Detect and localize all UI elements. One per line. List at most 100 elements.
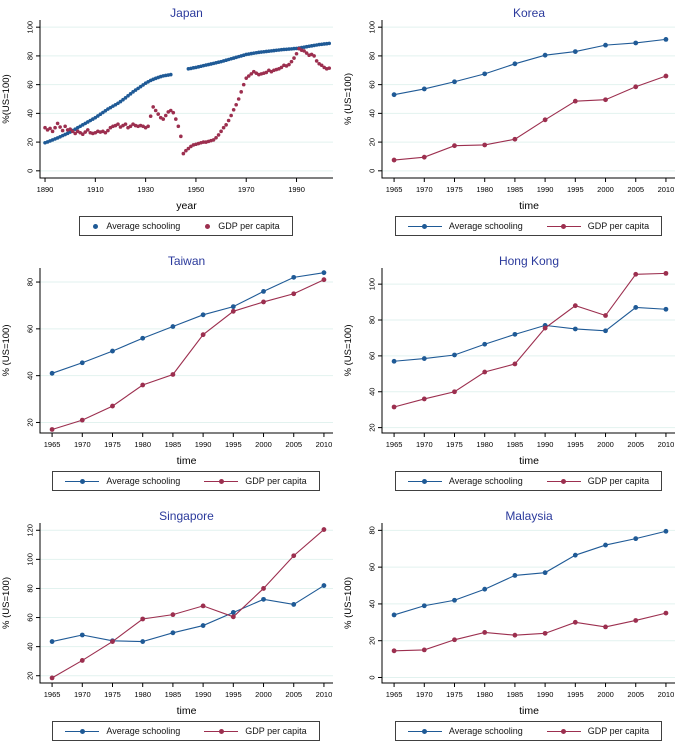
- data-point: [214, 135, 218, 140]
- data-point: [321, 270, 327, 276]
- x-tick-label: 2010: [658, 185, 675, 194]
- legend-label-schooling: Average schooling: [448, 476, 523, 486]
- data-point: [186, 146, 191, 151]
- schooling-marker-icon: [407, 223, 442, 230]
- y-tick-label: 100: [368, 278, 377, 291]
- data-point: [106, 128, 110, 133]
- x-tick-label: 1985: [507, 690, 524, 699]
- data-point: [289, 59, 294, 64]
- y-tick-label: 60: [26, 80, 35, 88]
- data-point: [43, 125, 47, 130]
- x-tick-label: 1985: [165, 440, 182, 449]
- data-point: [68, 127, 72, 131]
- data-point: [63, 124, 67, 129]
- data-point: [663, 610, 669, 616]
- legend-wrap: Average schooling GDP per capita: [376, 721, 681, 741]
- y-tick-label: 100: [368, 21, 377, 34]
- x-tick-label: 1965: [44, 440, 61, 449]
- data-point: [319, 63, 324, 68]
- data-point: [200, 603, 206, 609]
- legend-dot: [79, 728, 85, 734]
- y-tick-label: 40: [368, 388, 377, 396]
- data-point: [200, 332, 206, 338]
- data-point: [80, 132, 85, 136]
- data-point: [321, 527, 327, 532]
- data-point: [231, 107, 236, 112]
- y-tick-label: 40: [26, 642, 35, 650]
- legend-label-schooling: Average schooling: [448, 726, 523, 736]
- legend-item-schooling: Average schooling: [65, 726, 180, 736]
- y-tick-label: 60: [26, 613, 35, 621]
- data-point: [163, 113, 168, 118]
- y-tick-label: 100: [26, 553, 35, 566]
- y-tick-label: 20: [368, 423, 377, 431]
- data-point: [452, 597, 457, 603]
- x-tick-label: 1980: [476, 690, 493, 699]
- x-tick-label: 2000: [597, 440, 614, 449]
- x-tick-label: 2000: [255, 690, 272, 699]
- data-point: [512, 632, 518, 638]
- y-tick-label: 0: [26, 169, 35, 173]
- data-point: [184, 148, 188, 153]
- y-tick-label: 20: [26, 672, 35, 680]
- schooling-marker-icon: [65, 478, 100, 485]
- data-point: [482, 630, 488, 635]
- legend-label-schooling: Average schooling: [106, 476, 181, 486]
- legend-label-gdp: GDP per capita: [245, 726, 307, 736]
- chart-panel: Hong Kong 20 40 60 80 100 1965 1970 1975 1980 198…: [342, 248, 685, 503]
- data-point: [572, 303, 578, 309]
- x-tick-label: 1990: [537, 185, 554, 194]
- data-point: [141, 83, 145, 87]
- data-point: [103, 108, 108, 113]
- y-tick-label: 60: [368, 563, 377, 571]
- data-point: [452, 79, 457, 85]
- schooling-marker-icon: [92, 223, 99, 230]
- chart-panel: Korea 0 20 40 60 80 100 1965 1970 1975 1980 1985 19…: [342, 0, 685, 248]
- gdp-marker-icon: [546, 728, 581, 735]
- data-point: [542, 52, 548, 58]
- data-point: [391, 358, 397, 364]
- data-point: [234, 102, 238, 107]
- data-point: [291, 291, 297, 297]
- schooling-marker-icon: [407, 728, 442, 735]
- chart-title: Singapore: [159, 509, 214, 523]
- data-point: [391, 612, 397, 618]
- y-tick-label: 40: [26, 371, 35, 379]
- x-tick-label: 1980: [476, 440, 493, 449]
- x-tick-label: 1985: [165, 690, 182, 699]
- data-point: [391, 404, 397, 410]
- data-point: [321, 583, 327, 588]
- data-point: [200, 312, 206, 318]
- x-tick-label: 1990: [537, 440, 554, 449]
- data-point: [302, 49, 306, 53]
- data-point: [249, 72, 254, 76]
- data-point: [512, 573, 518, 578]
- series-gdp-per-capita: [391, 73, 669, 163]
- data-point: [421, 603, 427, 609]
- x-tick-label: 1995: [225, 440, 242, 449]
- legend-wrap: Average schooling GDP per capita: [34, 216, 338, 236]
- axes: [381, 268, 675, 434]
- data-point: [123, 122, 128, 126]
- y-gridlines: [382, 529, 675, 678]
- legend-dot: [218, 478, 224, 484]
- data-point: [572, 619, 578, 625]
- data-point: [391, 648, 397, 654]
- data-point: [633, 536, 639, 542]
- y-ticks: 20 40 60 80 100 120: [26, 524, 40, 680]
- y-axis-label: % (US=100): [1, 324, 12, 376]
- data-point: [161, 117, 166, 121]
- data-point: [264, 70, 269, 75]
- data-point: [79, 658, 85, 663]
- data-point: [174, 117, 178, 121]
- data-point: [168, 108, 173, 113]
- y-axis-label: % (US=100): [343, 324, 354, 376]
- data-point: [49, 427, 55, 432]
- data-point: [200, 623, 206, 628]
- data-point: [140, 639, 146, 644]
- data-point: [229, 113, 233, 118]
- data-point: [73, 131, 78, 136]
- data-point: [48, 126, 52, 131]
- data-point: [230, 308, 236, 314]
